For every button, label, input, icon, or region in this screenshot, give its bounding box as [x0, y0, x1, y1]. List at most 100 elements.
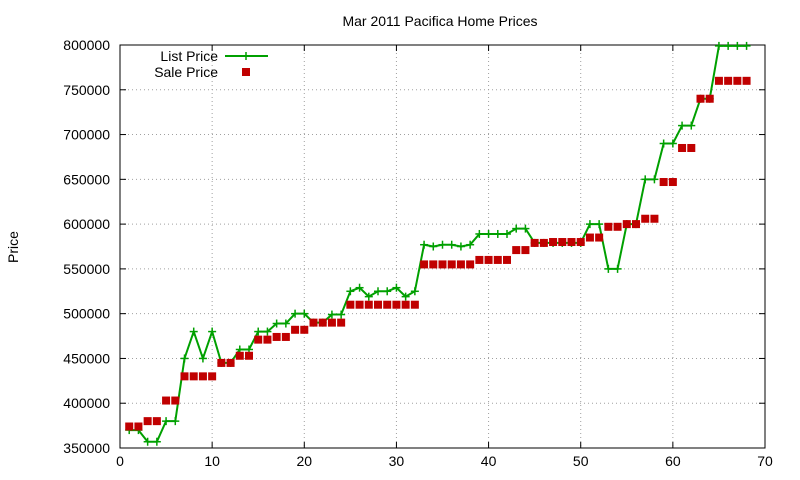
list-price-point: [742, 41, 751, 50]
list-price-point: [687, 121, 696, 130]
sale-price-point: [272, 332, 281, 341]
sale-price-point: [585, 233, 594, 242]
list-price-point: [724, 41, 733, 50]
list-price-point: [604, 264, 613, 273]
legend-cross-swatch: [242, 52, 250, 60]
list-price-point: [208, 327, 217, 336]
sale-price-point: [539, 238, 548, 247]
sale-price-point: [420, 260, 429, 269]
sale-price-point: [208, 372, 217, 381]
y-tick-label: 800000: [63, 37, 110, 53]
sale-price-point: [374, 300, 382, 309]
list-price-point: [281, 319, 290, 328]
sale-price-point: [576, 238, 585, 247]
sale-price-point: [392, 300, 401, 309]
sale-price-point: [245, 351, 253, 360]
list-price-point: [521, 224, 530, 233]
sale-price-point: [337, 318, 346, 327]
list-price-point: [733, 41, 742, 50]
sale-price-point: [650, 214, 659, 223]
sale-price-point: [300, 325, 309, 334]
y-axis-label: Price: [5, 231, 21, 263]
list-price-point: [659, 139, 668, 148]
list-price-point: [401, 292, 410, 301]
list-price-point: [613, 264, 622, 273]
sale-price-point: [355, 300, 364, 309]
sale-price-point: [401, 300, 410, 309]
list-price-point: [272, 319, 281, 328]
plot-frame: [119, 44, 766, 449]
sale-price-point: [226, 358, 235, 367]
sale-price-point: [134, 422, 143, 431]
x-tick-label: 40: [481, 453, 497, 469]
list-price-point: [254, 327, 263, 336]
sale-price-point: [217, 358, 226, 367]
list-price-point: [456, 242, 465, 251]
y-tick-label: 650000: [63, 171, 110, 187]
list-price-point: [641, 175, 650, 184]
list-price-point: [585, 220, 594, 229]
sale-price-point: [696, 94, 705, 103]
list-price-point: [337, 310, 346, 319]
sale-price-point: [595, 233, 604, 242]
list-price-point: [503, 229, 511, 238]
sale-price-point: [291, 325, 300, 334]
sale-price-point: [659, 178, 668, 187]
legend-square-swatch: [242, 68, 250, 76]
sale-price-point: [125, 422, 134, 431]
sale-price-point: [705, 94, 714, 103]
list-price-point: [374, 287, 382, 296]
list-price-point: [475, 229, 484, 238]
x-tick-label: 70: [757, 453, 773, 469]
y-tick-label: 500000: [63, 306, 110, 322]
sale-price-point: [604, 222, 613, 231]
list-price-point: [300, 309, 309, 318]
sale-price-point: [678, 143, 687, 152]
list-price-point: [143, 437, 152, 446]
y-tick-label: 400000: [63, 395, 110, 411]
series-sale-price: [125, 76, 751, 431]
list-price-point: [263, 327, 272, 336]
sale-price-point: [503, 255, 511, 264]
sale-price-point: [189, 372, 198, 381]
sale-price-point: [641, 214, 650, 223]
series-layer: [125, 41, 751, 446]
list-price-point: [198, 354, 207, 363]
sale-price-point: [364, 300, 373, 309]
sale-price-point: [622, 220, 631, 229]
list-price-line: [129, 44, 747, 443]
list-price-point: [493, 229, 502, 238]
list-price-point: [466, 240, 475, 249]
sale-price-point: [318, 318, 327, 327]
sale-price-point: [143, 417, 152, 426]
sale-price-point: [383, 300, 392, 309]
sale-price-point: [668, 178, 677, 187]
sale-price-point: [447, 260, 456, 269]
legend-label: List Price: [160, 48, 218, 64]
list-price-point: [668, 139, 677, 148]
list-price-point: [152, 437, 161, 446]
sale-price-point: [512, 246, 521, 255]
sale-price-point: [475, 255, 484, 264]
x-tick-label: 10: [204, 453, 220, 469]
list-price-point: [327, 310, 336, 319]
list-price-point: [650, 175, 659, 184]
x-tick-label: 0: [116, 453, 124, 469]
x-tick-label: 30: [389, 453, 405, 469]
list-price-point: [189, 327, 198, 336]
sale-price-point: [198, 372, 207, 381]
list-price-point: [346, 287, 355, 296]
legend-label: Sale Price: [154, 64, 218, 80]
sale-price-point: [180, 372, 189, 381]
sale-price-point: [724, 76, 733, 85]
list-price-point: [447, 240, 456, 249]
list-price-point: [512, 224, 521, 233]
sale-price-point: [410, 300, 419, 309]
x-tick-label: 60: [665, 453, 681, 469]
sale-price-point: [632, 220, 640, 229]
sale-price-point: [687, 143, 696, 152]
list-price-point: [364, 292, 373, 301]
list-price-point: [484, 229, 493, 238]
